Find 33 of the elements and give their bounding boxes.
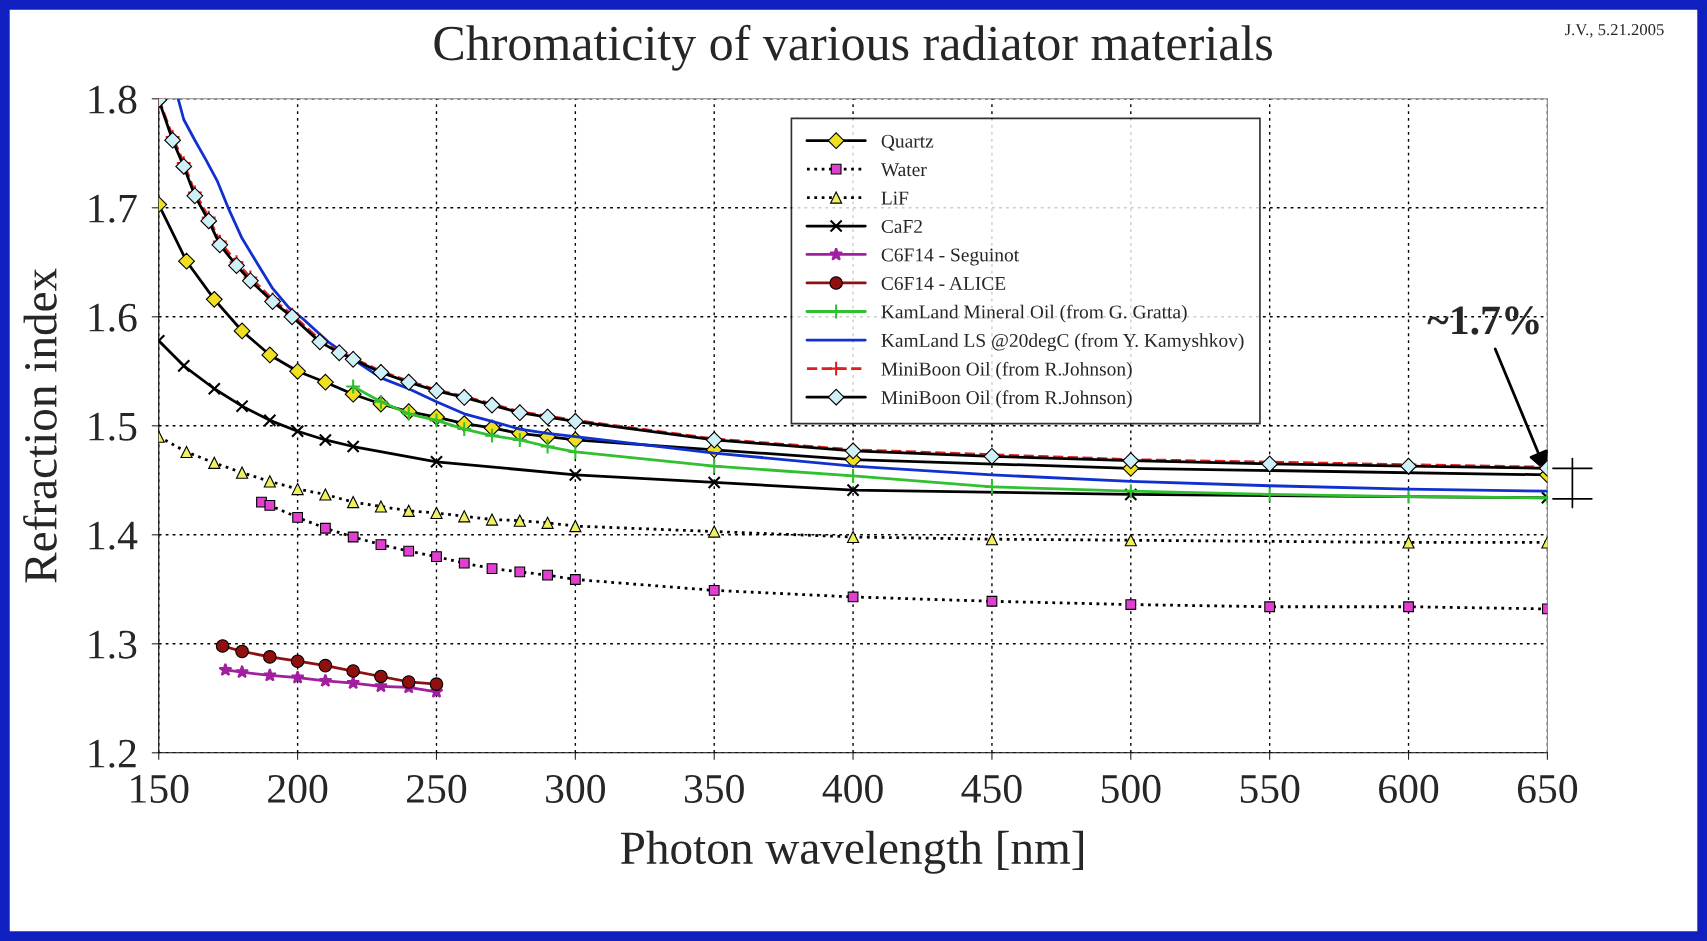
y-tick-label: 1.8	[89, 85, 137, 114]
legend-label: KamLand LS @20degC (from Y. Kamyshkov)	[881, 333, 1244, 352]
legend-label: C6F14 - ALICE	[881, 276, 1006, 290]
x-tick-label: 450	[961, 774, 1022, 803]
x-axis-title: Photon wavelength [nm]	[620, 830, 1084, 874]
y-tick-label: 1.4	[89, 521, 138, 550]
y-tick-label: 1.6	[89, 303, 137, 332]
legend-label: CaF2	[881, 219, 922, 234]
legend-label: Quartz	[881, 134, 934, 151]
y-tick-label: 1.7	[89, 194, 137, 223]
legend-label: C6F14 - Seguinot	[881, 248, 1020, 266]
legend-label: MiniBoon Oil (from R.Johnson)	[881, 361, 1132, 380]
x-tick-label: 400	[822, 774, 883, 803]
legend-label: Water	[880, 163, 927, 177]
x-tick-label: 300	[546, 774, 606, 803]
x-tick-label: 150	[131, 774, 189, 803]
x-tick-label: 550	[1240, 774, 1300, 803]
chart-title: Chromaticity of various radiator materials	[434, 24, 1272, 71]
text: J.V., 5.21.2005	[1564, 24, 1664, 38]
legend-label: MiniBoon Oil (from R.Johnson)	[881, 390, 1132, 409]
x-tick-label: 600	[1379, 774, 1439, 803]
legend-label: LiF	[881, 191, 909, 205]
x-tick-label: 350	[684, 774, 744, 803]
y-axis-title: Refraction index	[23, 268, 57, 583]
y-tick-label: 1.5	[89, 412, 137, 441]
x-tick-label: 650	[1517, 774, 1578, 803]
annotation: ~1.7%	[1427, 306, 1539, 335]
x-tick-label: 500	[1101, 774, 1161, 803]
y-tick-label: 1.2	[89, 739, 136, 768]
legend-label: KamLand Mineral Oil (from G. Gratta)	[881, 304, 1187, 323]
x-tick-label: 250	[407, 774, 467, 803]
x-tick-label: 200	[268, 774, 328, 803]
y-tick-label: 1.3	[89, 630, 137, 659]
